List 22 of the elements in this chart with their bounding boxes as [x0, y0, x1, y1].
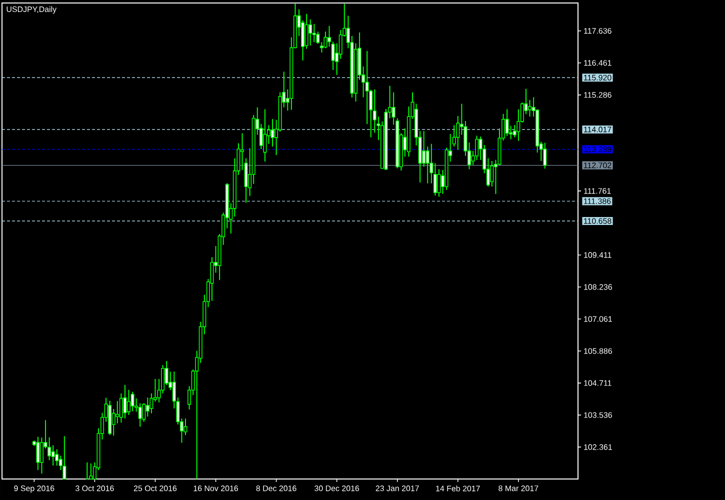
candlestick: [126, 389, 131, 416]
candlestick: [55, 448, 59, 466]
candlestick: [123, 384, 127, 419]
candlestick: [138, 402, 142, 428]
candlestick: [437, 168, 441, 198]
candlestick: [308, 18, 312, 46]
candlestick: [270, 118, 274, 148]
candlestick: [324, 31, 328, 49]
candlestick: [263, 108, 267, 162]
candlestick: [130, 391, 134, 412]
candlestick: [312, 23, 316, 43]
candlestick: [505, 108, 509, 136]
candlestick: [528, 99, 532, 118]
candlestick: [304, 13, 308, 50]
candlestick: [422, 130, 426, 168]
candlestick: [426, 146, 430, 184]
candlestick: [89, 462, 93, 480]
candlestick: [240, 132, 244, 171]
candlestick: [146, 397, 150, 418]
candlestick: [116, 400, 120, 424]
candlestick: [36, 436, 40, 470]
candlestick: [543, 142, 547, 170]
